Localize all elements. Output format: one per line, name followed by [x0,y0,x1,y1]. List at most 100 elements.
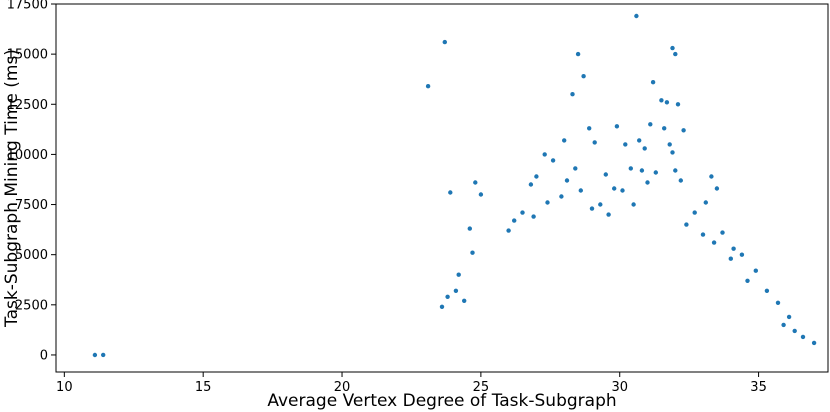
scatter-point [684,222,689,227]
scatter-point [542,152,547,157]
scatter-point [506,228,511,233]
scatter-point [581,74,586,79]
scatter-point [634,13,639,19]
scatter-point [101,352,106,358]
scatter-point [745,278,750,283]
scatter-point [467,226,472,231]
scatter-point [528,182,534,187]
y-tick-label: 7500 [15,198,48,213]
scatter-point [664,100,670,105]
scatter-point [614,124,620,129]
scatter-point [692,210,697,215]
scatter-point [781,322,786,328]
scatter-point [570,92,575,97]
scatter-point [598,202,603,207]
scatter-point [578,188,583,193]
scatter-point [612,186,617,191]
x-tick-label: 30 [611,380,628,395]
scatter-point [739,252,745,257]
scatter-point [645,180,650,185]
scatter-point [512,218,517,223]
y-tick-label: 15000 [7,48,48,63]
scatter-point [445,294,450,299]
y-tick-label: 12500 [7,98,48,113]
scatter-point [575,51,581,57]
scatter-point [559,194,564,199]
scatter-point [728,256,733,261]
scatter-point [731,246,736,251]
scatter-point [473,180,478,185]
scatter-point [714,186,720,191]
scatter-point [453,288,459,293]
scatter-point [442,39,447,45]
plot-frame [55,3,829,373]
scatter-point [673,51,678,57]
scatter-point [792,328,797,334]
scatter-point [650,80,656,85]
scatter-point [662,126,667,131]
y-axis: 0 2500 5000 7500 10000 12500 15000 17500 [7,0,56,363]
scatter-point [550,158,556,163]
y-tick-label: 10000 [7,148,48,163]
scatter-point [720,230,725,235]
scatter-point [592,140,597,145]
scatter-point [639,168,645,173]
scatter-point [564,178,570,183]
y-tick-label: 5000 [15,248,48,263]
x-tick-label: 15 [195,380,212,395]
scatter-point [628,166,633,171]
scatter-point [681,128,686,133]
x-tick-label: 35 [750,380,767,395]
scatter-point [753,268,758,273]
x-tick-label: 20 [334,380,351,395]
scatter-point [448,190,453,195]
scatter-point [620,188,625,193]
scatter-point [589,206,595,211]
scatter-point [425,84,431,89]
scatter-point [462,298,467,303]
scatter-point [670,150,675,155]
y-tick-label: 2500 [15,298,48,313]
scatter-point [678,178,683,183]
scatter-point [603,172,608,177]
scatter-point [642,146,647,151]
scatter-points [92,13,817,358]
scatter-point [653,170,658,175]
scatter-point [775,300,781,305]
scatter-point [673,168,678,173]
scatter-point [659,98,664,103]
scatter-point [703,200,708,205]
scatter-point [667,142,672,147]
scatter-point [606,212,611,217]
scatter-point [92,352,98,358]
scatter-point [587,126,592,131]
scatter-point [520,210,525,215]
scatter-point [670,45,675,51]
y-tick-label: 17500 [7,0,48,13]
scatter-point [637,138,642,143]
scatter-point [711,240,717,245]
scatter-point [675,102,681,107]
x-axis: 10 15 20 25 30 35 [56,372,767,395]
scatter-point [470,250,475,255]
scatter-point [562,138,567,143]
scatter-point [811,340,817,346]
scatter-point [439,304,445,309]
scatter-point [531,214,536,219]
scatter-point [478,192,484,197]
scatter-point [709,174,714,179]
scatter-point [545,200,550,205]
x-tick-label: 25 [473,380,490,395]
y-tick-label: 0 [40,348,48,363]
scatter-point [800,334,806,340]
scatter-point [764,288,770,293]
scatter-point [648,122,653,127]
scatter-point [534,174,539,179]
scatter-point [700,232,706,237]
scatter-point [456,272,461,277]
x-axis-label: Average Vertex Degree of Task-Subgraph [267,391,616,411]
scatter-point [786,314,792,320]
y-axis-label: Task-Subgraph Mining Time (ms) [2,49,22,328]
scatter-point [573,166,578,171]
